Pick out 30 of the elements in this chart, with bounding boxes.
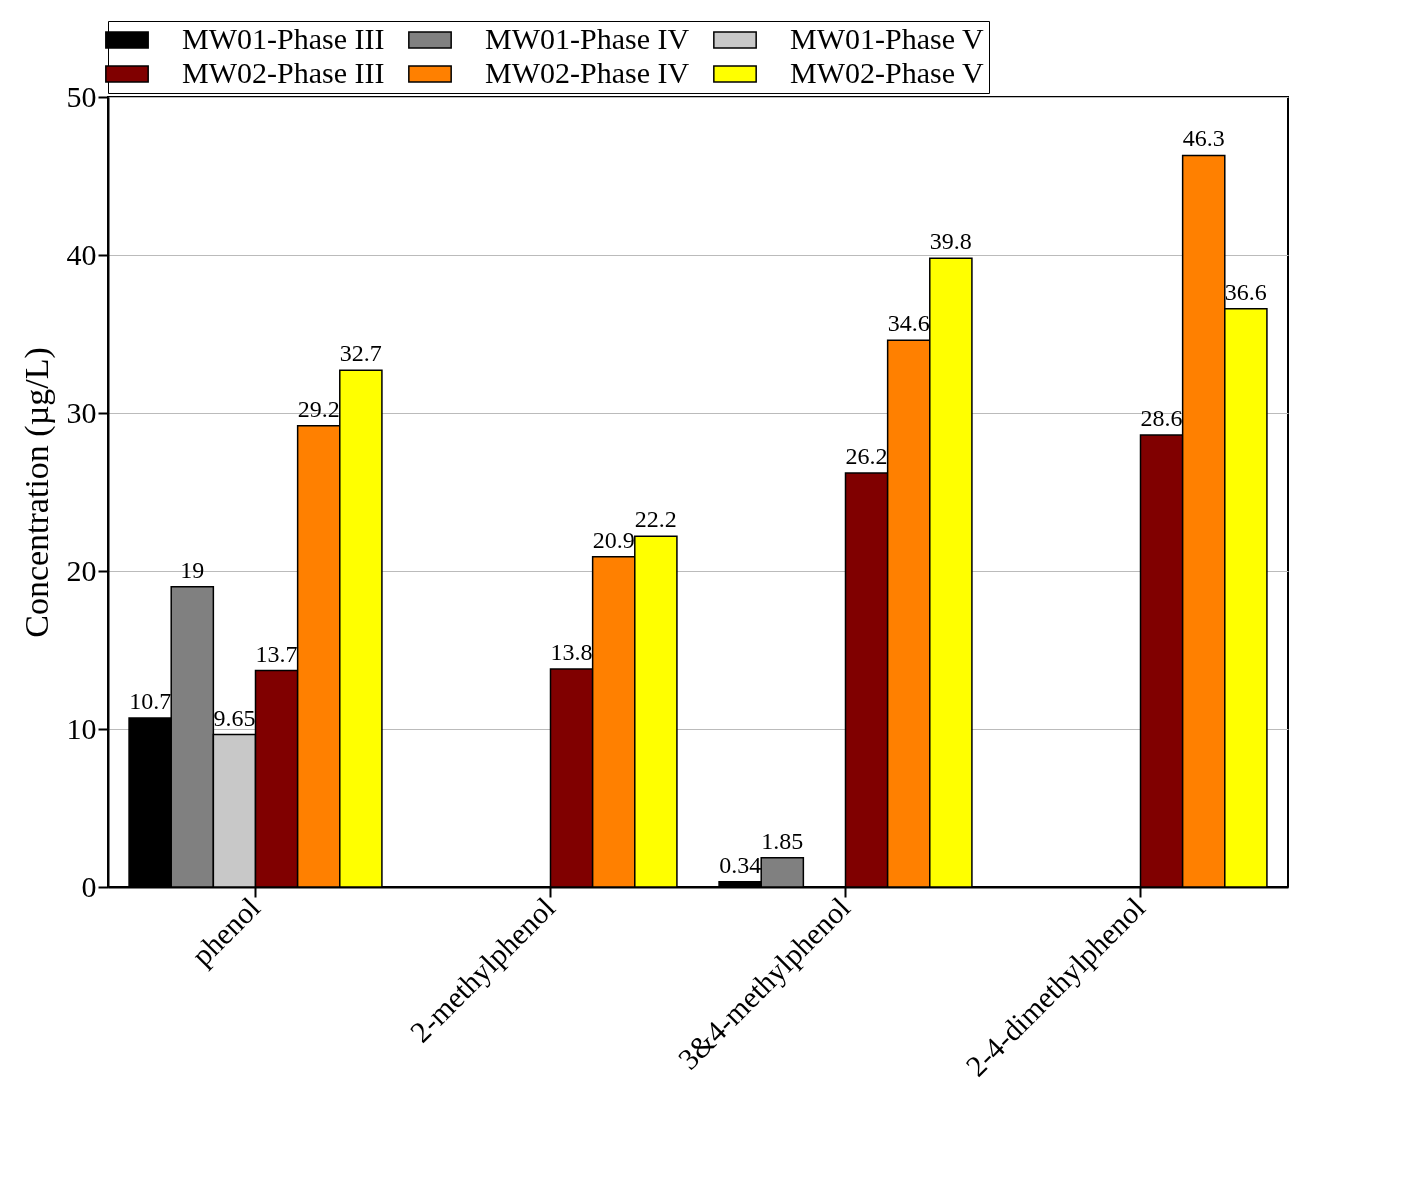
data-label: 32.7 [339, 340, 382, 367]
data-label: 36.6 [1224, 278, 1267, 305]
legend-label: MW01-Phase V [790, 22, 984, 55]
data-label: 13.8 [550, 638, 593, 665]
data-label: 22.2 [634, 506, 677, 533]
legend-label: MW02-Phase V [790, 56, 984, 89]
data-label: 0.34 [719, 851, 762, 878]
data-label: 28.6 [1140, 405, 1183, 432]
y-tick-label: 30 [66, 395, 97, 429]
legend-label: MW02-Phase III [182, 56, 385, 89]
y-tick-label: 10 [66, 711, 97, 745]
data-label: 39.8 [929, 228, 972, 255]
legend-label: MW02-Phase IV [485, 56, 690, 89]
y-axis-title: Concentration (µg/L) [17, 347, 56, 638]
y-tick-label: 40 [66, 237, 97, 271]
data-label: 20.9 [592, 526, 635, 553]
data-label: 19 [180, 556, 205, 583]
y-tick-label: 50 [66, 79, 97, 113]
data-label: 34.6 [887, 310, 930, 337]
legend-label: MW01-Phase III [182, 22, 385, 55]
data-label: 10.7 [129, 687, 172, 714]
legend-label: MW01-Phase IV [485, 22, 690, 55]
y-tick-label: 20 [66, 553, 97, 587]
data-label: 13.7 [255, 640, 298, 667]
data-label: 9.65 [213, 704, 256, 731]
data-label: 46.3 [1182, 125, 1225, 152]
y-tick-label: 0 [81, 869, 97, 903]
data-label: 26.2 [845, 443, 888, 470]
data-label: 1.85 [761, 827, 804, 854]
data-label: 29.2 [297, 395, 340, 422]
